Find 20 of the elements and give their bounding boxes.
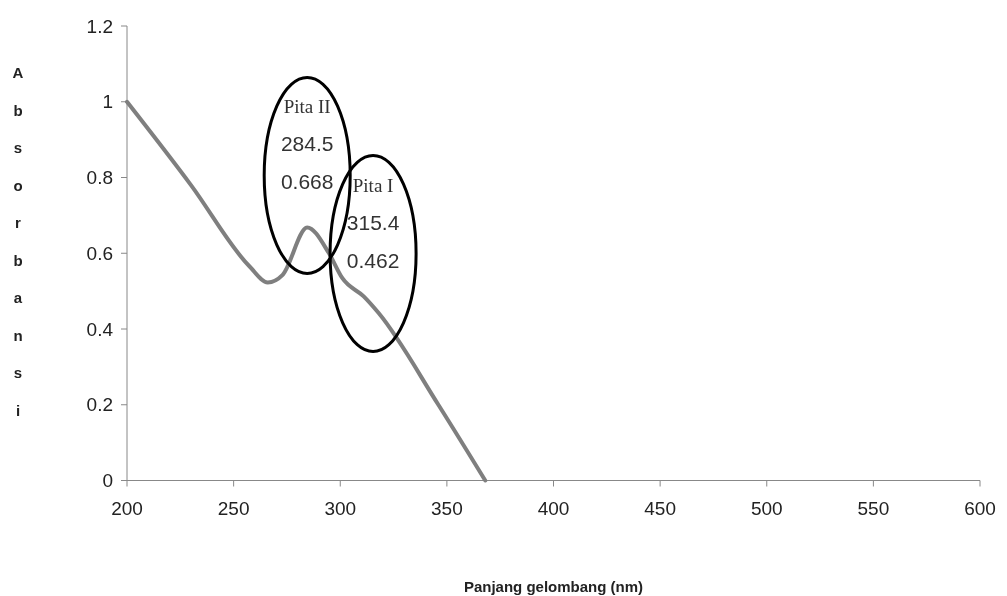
- x-tick-label: 600: [964, 497, 996, 519]
- x-tick-label: 300: [324, 497, 357, 519]
- y-tick-label: 1: [102, 91, 113, 113]
- x-tick-label: 450: [644, 497, 676, 519]
- y-tick-label: 1.2: [86, 15, 113, 37]
- y-tick-label: 0.2: [86, 394, 113, 416]
- x-tick-label: 550: [857, 497, 890, 519]
- x-tick-label: 500: [750, 497, 783, 519]
- y-tick-label: 0: [102, 470, 113, 492]
- x-tick-label: 250: [217, 497, 250, 519]
- y-tick-label: 0.6: [86, 242, 113, 264]
- x-axis-title: Panjang gelombang (nm): [463, 578, 644, 595]
- x-tick-label: 200: [111, 497, 143, 519]
- annotation: Pita II 284.5 0.668: [280, 96, 334, 194]
- x-tick-label: 350: [431, 497, 463, 519]
- text: Absorbansi: [12, 64, 24, 419]
- annotation: Pita I 315.4 0.462: [346, 174, 400, 272]
- y-tick-label: 0.4: [86, 318, 114, 340]
- y-tick-label: 0.8: [86, 167, 113, 189]
- x-tick-label: 400: [537, 497, 570, 519]
